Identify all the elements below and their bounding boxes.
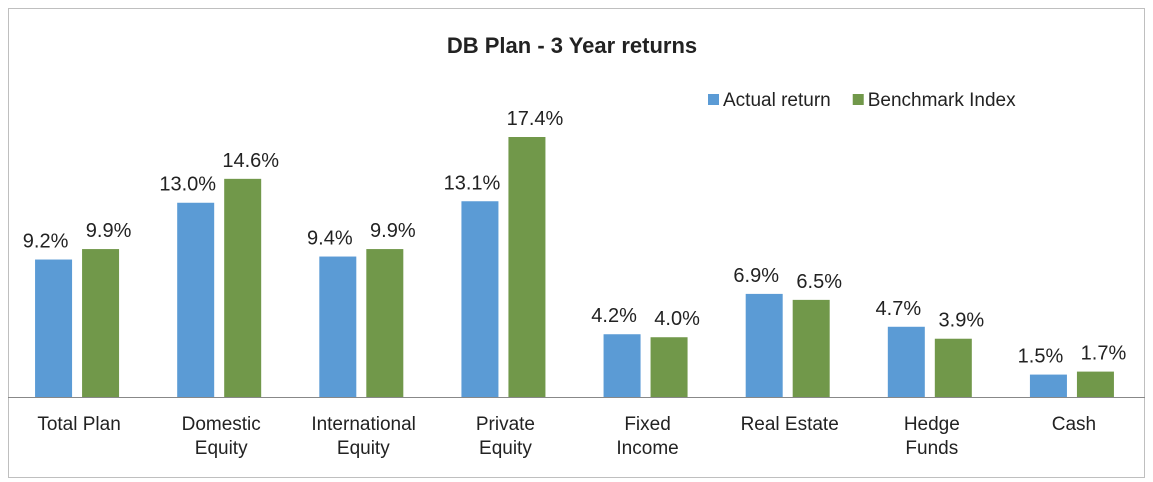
x-tick-label: International Equity [311, 414, 416, 459]
bar [366, 249, 404, 397]
legend-label: Actual return [723, 90, 831, 111]
data-label: 1.7% [1081, 343, 1127, 365]
bar [177, 202, 215, 397]
bar [650, 337, 688, 397]
data-label: 4.2% [591, 305, 637, 327]
bar [745, 293, 783, 397]
chart-title: DB Plan - 3 Year returns [447, 33, 697, 58]
bar [461, 201, 499, 397]
data-label: 9.9% [86, 220, 132, 242]
x-tick-label: Cash [1051, 414, 1097, 435]
x-tick-label: Private Equity [475, 414, 535, 459]
bar [35, 259, 73, 397]
bar [508, 137, 546, 397]
x-tick-label: Real Estate [740, 414, 839, 435]
data-label: 9.4% [307, 228, 353, 250]
data-label: 14.6% [222, 150, 279, 172]
data-label: 4.0% [654, 308, 700, 330]
legend-label: Benchmark Index [868, 90, 1016, 111]
data-label: 6.9% [733, 265, 779, 287]
x-tick-label: Fixed Income [616, 414, 679, 459]
data-label: 9.9% [370, 220, 416, 242]
data-label: 6.5% [796, 271, 842, 293]
data-label: 1.5% [1018, 346, 1064, 368]
x-tick-label: Domestic Equity [181, 414, 261, 459]
data-label: 17.4% [507, 108, 564, 130]
bar [934, 338, 972, 397]
x-tick-label: Total Plan [37, 414, 121, 435]
bar [82, 249, 120, 397]
bar [1076, 371, 1114, 397]
data-label: 4.7% [876, 298, 922, 320]
legend-swatch [708, 94, 719, 105]
legend-swatch [852, 94, 864, 105]
bar [792, 299, 830, 397]
bar [1029, 374, 1067, 397]
x-tick-label: Hedge Funds [903, 414, 960, 459]
bar [319, 256, 357, 397]
data-label: 3.9% [939, 310, 985, 332]
data-label: 13.1% [444, 172, 501, 194]
bar [603, 334, 641, 397]
data-label: 9.2% [23, 231, 69, 253]
data-label: 13.0% [159, 174, 216, 196]
bar [887, 326, 925, 397]
bar [224, 178, 262, 397]
